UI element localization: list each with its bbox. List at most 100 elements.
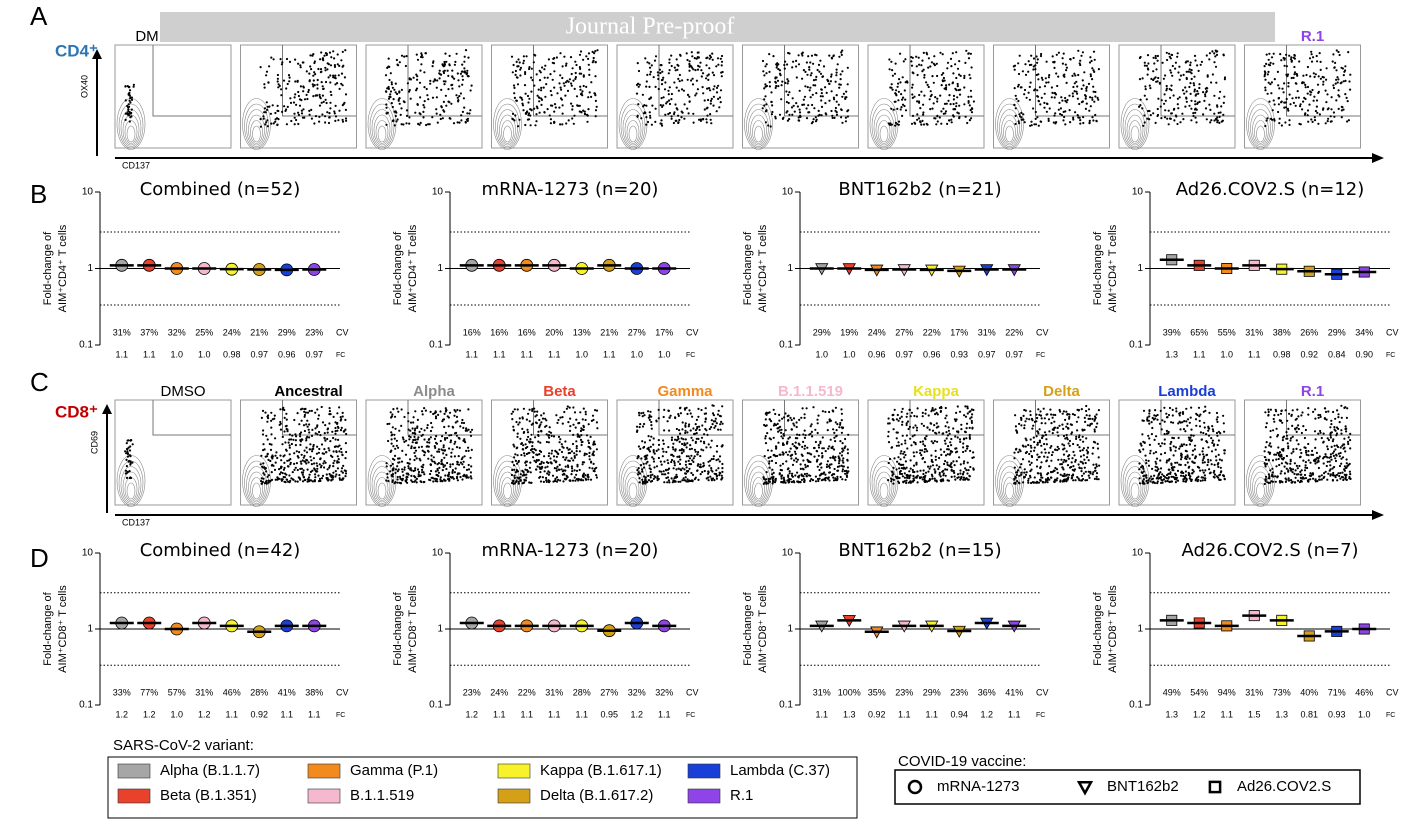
flow-event xyxy=(708,443,710,445)
flow-event xyxy=(260,480,262,482)
flow-event xyxy=(430,430,432,432)
flow-event xyxy=(806,117,808,119)
flow-event xyxy=(796,76,798,78)
flow-event xyxy=(1314,76,1316,78)
flow-event xyxy=(565,81,567,83)
flow-event xyxy=(651,64,653,66)
flow-event xyxy=(671,439,673,441)
flow-event xyxy=(1293,73,1295,75)
flow-event xyxy=(697,451,699,453)
flow-event xyxy=(690,412,692,414)
flow-event xyxy=(311,435,313,437)
flow-event xyxy=(327,432,329,434)
flow-event xyxy=(565,457,567,459)
flow-event xyxy=(525,443,527,445)
flow-event xyxy=(1349,74,1351,76)
flow-event xyxy=(922,443,924,445)
flow-event xyxy=(719,460,721,462)
flow-event xyxy=(937,120,939,122)
flow-event xyxy=(919,121,921,123)
flow-event xyxy=(440,440,442,442)
flow-event xyxy=(1320,61,1322,63)
flow-event xyxy=(923,52,925,54)
flow-event xyxy=(1183,74,1185,76)
flow-event xyxy=(653,76,655,78)
flow-event xyxy=(336,423,338,425)
flow-event xyxy=(680,55,682,57)
flow-event xyxy=(943,451,945,453)
flow-event xyxy=(1097,99,1099,101)
flow-event xyxy=(928,480,930,482)
flow-event xyxy=(402,123,404,125)
flow-event xyxy=(405,480,407,482)
flow-event xyxy=(456,446,458,448)
flow-event xyxy=(1288,119,1290,121)
flow-event xyxy=(1029,464,1031,466)
flow-event xyxy=(920,64,922,66)
flow-event xyxy=(925,472,927,474)
flow-event xyxy=(1092,119,1094,121)
flow-event xyxy=(815,441,817,443)
flow-event xyxy=(930,465,932,467)
flow-event xyxy=(530,77,532,79)
flow-event xyxy=(697,88,699,90)
flow-event xyxy=(891,69,893,71)
flow-event xyxy=(1348,119,1350,121)
flow-event xyxy=(333,416,335,418)
flow-event xyxy=(940,448,942,450)
flow-event xyxy=(798,434,800,436)
flow-event xyxy=(924,445,926,447)
flow-event xyxy=(682,421,684,423)
flow-event xyxy=(306,94,308,96)
flow-event xyxy=(712,105,714,107)
flow-event xyxy=(427,98,429,100)
flow-event xyxy=(818,71,820,73)
flow-event xyxy=(971,66,973,68)
flow-event xyxy=(396,59,398,61)
flow-event xyxy=(526,55,528,57)
flow-event xyxy=(1072,92,1074,94)
flow-event xyxy=(563,56,565,58)
flow-event xyxy=(308,476,310,478)
flow-event xyxy=(923,69,925,71)
flow-event xyxy=(530,434,532,436)
flow-event xyxy=(563,82,565,84)
flow-event xyxy=(125,459,127,461)
flow-event xyxy=(422,413,424,415)
flow-event xyxy=(1194,89,1196,91)
flow-event xyxy=(586,114,588,116)
contour xyxy=(627,121,639,144)
flow-event xyxy=(803,99,805,101)
gate xyxy=(534,400,608,435)
flow-event xyxy=(335,105,337,107)
flow-event xyxy=(283,476,285,478)
flow-event xyxy=(1308,104,1310,106)
flow-event xyxy=(386,462,388,464)
flow-event xyxy=(838,462,840,464)
flow-event xyxy=(1098,465,1100,467)
flow-event xyxy=(524,124,526,126)
flow-event xyxy=(468,464,470,466)
flow-event xyxy=(804,437,806,439)
flow-event xyxy=(592,61,594,63)
flow-event xyxy=(511,418,513,420)
flow-event xyxy=(778,414,780,416)
flow-event xyxy=(276,124,278,126)
flow-event xyxy=(683,468,685,470)
flow-event xyxy=(697,416,699,418)
flow-event xyxy=(516,100,518,102)
flow-event xyxy=(1347,100,1349,102)
flow-event xyxy=(417,123,419,125)
flow-event xyxy=(802,475,804,477)
flow-event xyxy=(1081,101,1083,103)
flow-event xyxy=(697,69,699,71)
flow-event xyxy=(447,75,449,77)
flow-event xyxy=(262,478,264,480)
flow-event xyxy=(914,424,916,426)
flow-plot xyxy=(994,400,1110,505)
flow-event xyxy=(699,466,701,468)
flow-event xyxy=(947,445,949,447)
flow-event xyxy=(824,478,826,480)
flow-event xyxy=(343,430,345,432)
flow-event xyxy=(388,66,390,68)
